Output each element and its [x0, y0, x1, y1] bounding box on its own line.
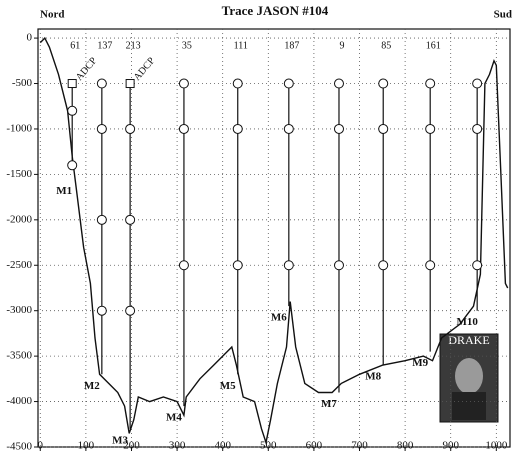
y-tick-label: -3000 [6, 304, 32, 316]
bathymetry-line [40, 38, 507, 442]
chart: Trace JASON #104 Nord Sud DRAKE 01002003… [0, 0, 513, 452]
x-tick-label: 900 [442, 440, 459, 452]
instrument [179, 79, 188, 88]
adcp [68, 80, 76, 88]
instrument [179, 124, 188, 133]
mooring-label: M9 [412, 357, 428, 369]
instrument [97, 306, 106, 315]
instrument [334, 124, 343, 133]
mooring-number: 137 [97, 40, 112, 51]
mooring-number: 187 [284, 40, 299, 51]
y-tick-label: -1000 [6, 122, 32, 134]
instrument [233, 79, 242, 88]
instrument [97, 79, 106, 88]
mooring-label: M7 [321, 398, 337, 410]
portrait [440, 334, 498, 422]
instrument [179, 261, 188, 270]
x-tick-label: 400 [214, 440, 231, 452]
mooring-label: M5 [220, 380, 236, 392]
mooring-number: 161 [426, 40, 441, 51]
instrument [126, 124, 135, 133]
instrument [426, 261, 435, 270]
image-label: DRAKE [448, 333, 489, 347]
instrument [284, 261, 293, 270]
x-tick-label: 100 [78, 440, 95, 452]
x-tick-label: 0 [38, 440, 44, 452]
instrument [473, 79, 482, 88]
mooring-number: 35 [182, 40, 192, 51]
x-tick-label: 600 [306, 440, 323, 452]
mooring-label: M1 [56, 185, 72, 197]
instrument [284, 79, 293, 88]
y-tick-label: -4500 [6, 441, 32, 452]
y-tick-label: 0 [27, 32, 33, 44]
mooring-number: 9 [339, 40, 344, 51]
instrument [97, 124, 106, 133]
mooring-number: 111 [234, 40, 248, 51]
instrument [334, 79, 343, 88]
instrument [473, 124, 482, 133]
x-tick-label: 1000 [485, 440, 508, 452]
x-tick-label: 800 [397, 440, 414, 452]
instrument [379, 79, 388, 88]
adcp [126, 80, 134, 88]
instrument [68, 106, 77, 115]
mooring-label: M10 [456, 316, 478, 328]
mooring-label: M2 [84, 380, 100, 392]
y-tick-label: -2000 [6, 213, 32, 225]
mooring-label: M4 [166, 412, 182, 424]
x-tick-label: 500 [260, 440, 277, 452]
instrument [426, 79, 435, 88]
instrument [233, 124, 242, 133]
instrument [334, 261, 343, 270]
instrument [426, 124, 435, 133]
instrument [473, 261, 482, 270]
instrument [379, 124, 388, 133]
mooring-number: 61 [70, 40, 80, 51]
instrument [68, 161, 77, 170]
left-label: Nord [40, 9, 64, 21]
instrument [233, 261, 242, 270]
instrument [284, 124, 293, 133]
instrument [126, 306, 135, 315]
mooring-label: M8 [365, 371, 381, 383]
x-tick-label: 700 [351, 440, 368, 452]
instrument [126, 215, 135, 224]
y-tick-label: -500 [12, 77, 33, 89]
instrument [97, 215, 106, 224]
mooring-number: 85 [381, 40, 391, 51]
y-tick-label: -2500 [6, 259, 32, 271]
y-tick-label: -1500 [6, 168, 32, 180]
mooring-number: 213 [126, 40, 141, 51]
right-label: Sud [494, 9, 512, 21]
mooring-label: M6 [271, 312, 287, 324]
mooring-label: M3 [112, 434, 128, 446]
y-tick-label: -3500 [6, 350, 32, 362]
chart-title: Trace JASON #104 [222, 3, 329, 18]
y-tick-label: -4000 [6, 395, 32, 407]
x-tick-label: 300 [169, 440, 186, 452]
adcp-label: ADCP [132, 55, 158, 83]
adcp-label: ADCP [74, 55, 100, 83]
instrument [379, 261, 388, 270]
